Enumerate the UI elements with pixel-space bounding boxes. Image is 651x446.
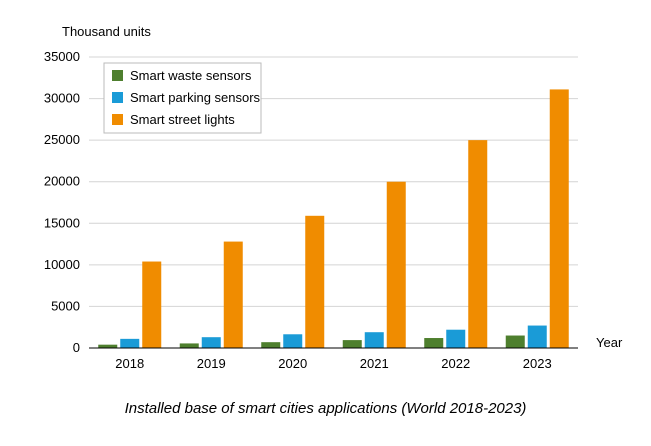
x-tick-label: 2022 [441,356,470,371]
bar [505,335,525,348]
legend-entry: Smart waste sensors [130,68,252,83]
x-tick-label: 2023 [523,356,552,371]
y-tick-label: 5000 [51,298,80,313]
x-tick-label: 2019 [197,356,226,371]
bar [261,342,281,348]
bar [364,332,384,348]
y-tick-label: 10000 [44,257,80,272]
y-tick-label: 15000 [44,215,80,230]
bar [527,325,547,348]
legend-box [103,62,262,134]
chart-title: Installed base of smart cities applicati… [124,400,527,417]
legend-entry: Smart parking sensors [130,90,261,105]
x-tick-label: 2021 [360,356,389,371]
chart: 0 5000 10000 15000 20000 25000 30000 35000 2018… [44,24,623,371]
bar [179,343,199,348]
legend: Smart waste sensors Smart parking sensors… [103,62,262,134]
bar [283,334,303,348]
y-tick-label: 25000 [44,132,80,147]
legend-swatch [112,92,123,103]
bar [223,241,243,348]
y-tick-labels: 0 5000 10000 15000 20000 25000 30000 35000 [44,49,80,355]
bar [424,338,444,348]
legend-swatch [112,114,123,125]
x-tick-label: 2018 [115,356,144,371]
bar [342,340,362,348]
bars [98,89,569,348]
x-tick-labels: 2018 2019 2020 2021 2022 2023 [115,356,551,371]
bar [98,344,118,348]
y-tick-label: 0 [73,340,80,355]
bar [120,338,140,348]
bar [468,140,488,348]
y-axis-label: Thousand units [62,24,151,39]
y-tick-label: 35000 [44,49,80,64]
bar [446,329,466,348]
bar [305,215,325,348]
bar [201,337,221,348]
bar [386,181,406,348]
bar [142,261,162,348]
y-tick-label: 30000 [44,91,80,106]
legend-swatch [112,70,123,81]
bar [549,89,569,348]
x-axis-label: Year [596,335,623,350]
y-tick-label: 20000 [44,174,80,189]
legend-entry: Smart street lights [130,112,235,127]
x-tick-label: 2020 [278,356,307,371]
